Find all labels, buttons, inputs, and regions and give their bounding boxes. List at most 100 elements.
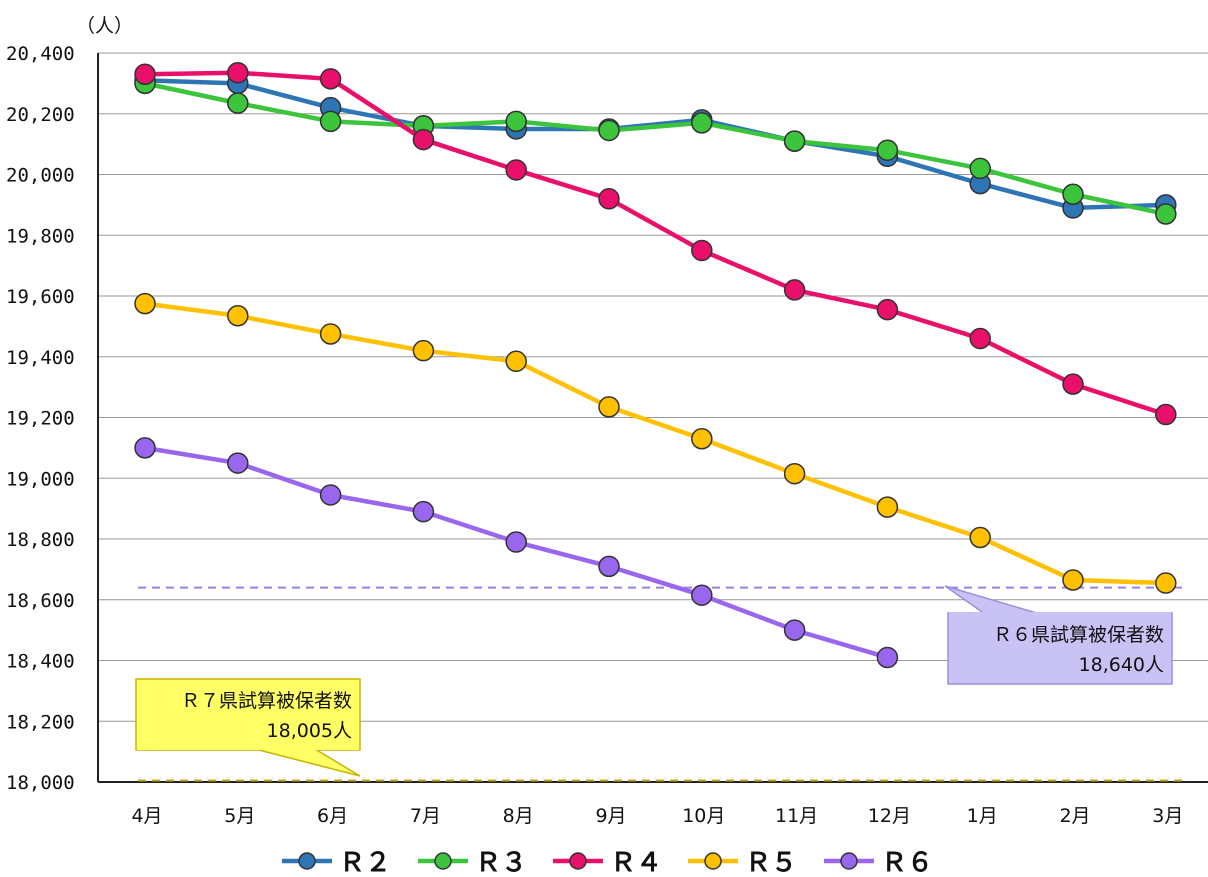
legend-item: Ｒ２ (282, 848, 391, 877)
x-tick-label: 9月 (595, 805, 626, 827)
annotation-joint (137, 746, 359, 750)
legend-label: Ｒ４ (610, 848, 662, 877)
axes: 18,000 18,200 18,400 18,600 18,800 19,000 19,2… (6, 43, 1208, 827)
data-point (227, 304, 249, 327)
series (134, 69, 1177, 219)
legend-item: Ｒ６ (824, 848, 933, 877)
data-point (1062, 373, 1084, 395)
y-tick-label: 20,000 (6, 165, 75, 187)
legend-item: Ｒ４ (553, 848, 662, 877)
legend-item: Ｒ３ (418, 848, 527, 877)
data-point (969, 157, 991, 180)
x-tick-label: 4月 (131, 805, 162, 827)
y-tick-label: 19,400 (6, 347, 75, 369)
data-point (134, 292, 156, 315)
data-point (412, 128, 435, 151)
data-point (598, 188, 620, 210)
data-point (691, 428, 713, 450)
annotation-joint (949, 612, 1171, 616)
y-tick-label: 19,600 (6, 286, 75, 308)
legend-marker (569, 852, 587, 870)
x-tick-label: 1月 (967, 805, 998, 827)
x-tick-label: 2月 (1059, 805, 1090, 827)
y-tick-label: 20,200 (6, 104, 75, 126)
data-point (505, 531, 527, 553)
x-tick-label: 7月 (410, 805, 441, 827)
annotation-title: Ｒ７県試算被保者数 (181, 690, 352, 712)
data-point (598, 119, 620, 142)
legend-marker (704, 852, 722, 870)
data-point (783, 130, 806, 152)
y-tick-label: 18,400 (6, 651, 75, 673)
legend-label: Ｒ６ (881, 848, 933, 877)
data-point (1062, 569, 1084, 591)
series (134, 437, 899, 669)
legend-item: Ｒ５ (688, 848, 797, 877)
series-lines (134, 61, 1177, 669)
annotation-value: 18,640人 (1079, 654, 1164, 676)
x-tick-label: 3月 (1152, 805, 1183, 827)
data-point (319, 323, 342, 345)
annotation-pointer (254, 748, 361, 777)
data-point (227, 61, 249, 84)
data-point (1062, 183, 1084, 205)
x-tick-label: 5月 (224, 805, 255, 827)
data-point (876, 139, 899, 161)
data-point (319, 110, 342, 133)
series-line (144, 81, 1167, 217)
x-tick-label: 12月 (868, 805, 911, 827)
data-point (319, 484, 342, 506)
x-tick-label: 8月 (503, 805, 534, 827)
x-tick-label: 6月 (317, 805, 348, 827)
legend-marker (434, 852, 452, 870)
legend-label: Ｒ２ (339, 848, 391, 877)
data-point (876, 646, 899, 669)
series-line (144, 78, 1166, 211)
data-point (505, 159, 527, 181)
data-point (412, 339, 435, 362)
data-point (969, 327, 991, 350)
data-point (598, 555, 620, 578)
legend-marker (298, 852, 316, 870)
legend-label: Ｒ５ (745, 848, 797, 877)
data-point (134, 437, 156, 459)
reference-lines (138, 586, 1182, 782)
series (134, 61, 1177, 426)
x-tick-label: 11月 (775, 805, 818, 827)
legend: Ｒ２ Ｒ３ Ｒ４ Ｒ５ Ｒ６ (282, 848, 933, 877)
y-tick-label: 18,000 (6, 772, 75, 794)
legend-marker (840, 852, 858, 870)
data-point (876, 298, 899, 321)
data-point (1155, 203, 1177, 225)
data-point (783, 279, 806, 301)
y-tick-label: 18,800 (6, 529, 75, 551)
data-point (783, 462, 806, 485)
data-point (1155, 403, 1177, 426)
y-tick-label: 20,400 (6, 43, 75, 65)
annotation-value: 18,005人 (267, 720, 352, 742)
data-point (227, 92, 249, 114)
data-point (691, 584, 713, 606)
y-unit-label: （人） (76, 15, 133, 37)
data-point (691, 239, 713, 262)
y-tick-label: 18,200 (6, 711, 75, 733)
data-point (598, 396, 620, 418)
y-tick-label: 18,600 (6, 590, 75, 612)
data-point (969, 526, 991, 549)
x-tick-label: 10月 (682, 805, 725, 827)
data-point (691, 112, 713, 134)
data-point (876, 496, 899, 518)
series-line (144, 70, 1167, 417)
y-tick-label: 19,200 (6, 408, 75, 430)
data-point (1155, 572, 1177, 594)
data-point (134, 63, 156, 86)
data-point (505, 350, 527, 373)
data-point (319, 68, 342, 90)
data-point (412, 500, 435, 523)
y-tick-label: 19,000 (6, 468, 75, 490)
data-point (505, 110, 527, 133)
y-tick-label: 19,800 (6, 225, 75, 247)
series-line (144, 301, 1166, 586)
annotation-title: Ｒ６県試算被保者数 (993, 624, 1164, 646)
